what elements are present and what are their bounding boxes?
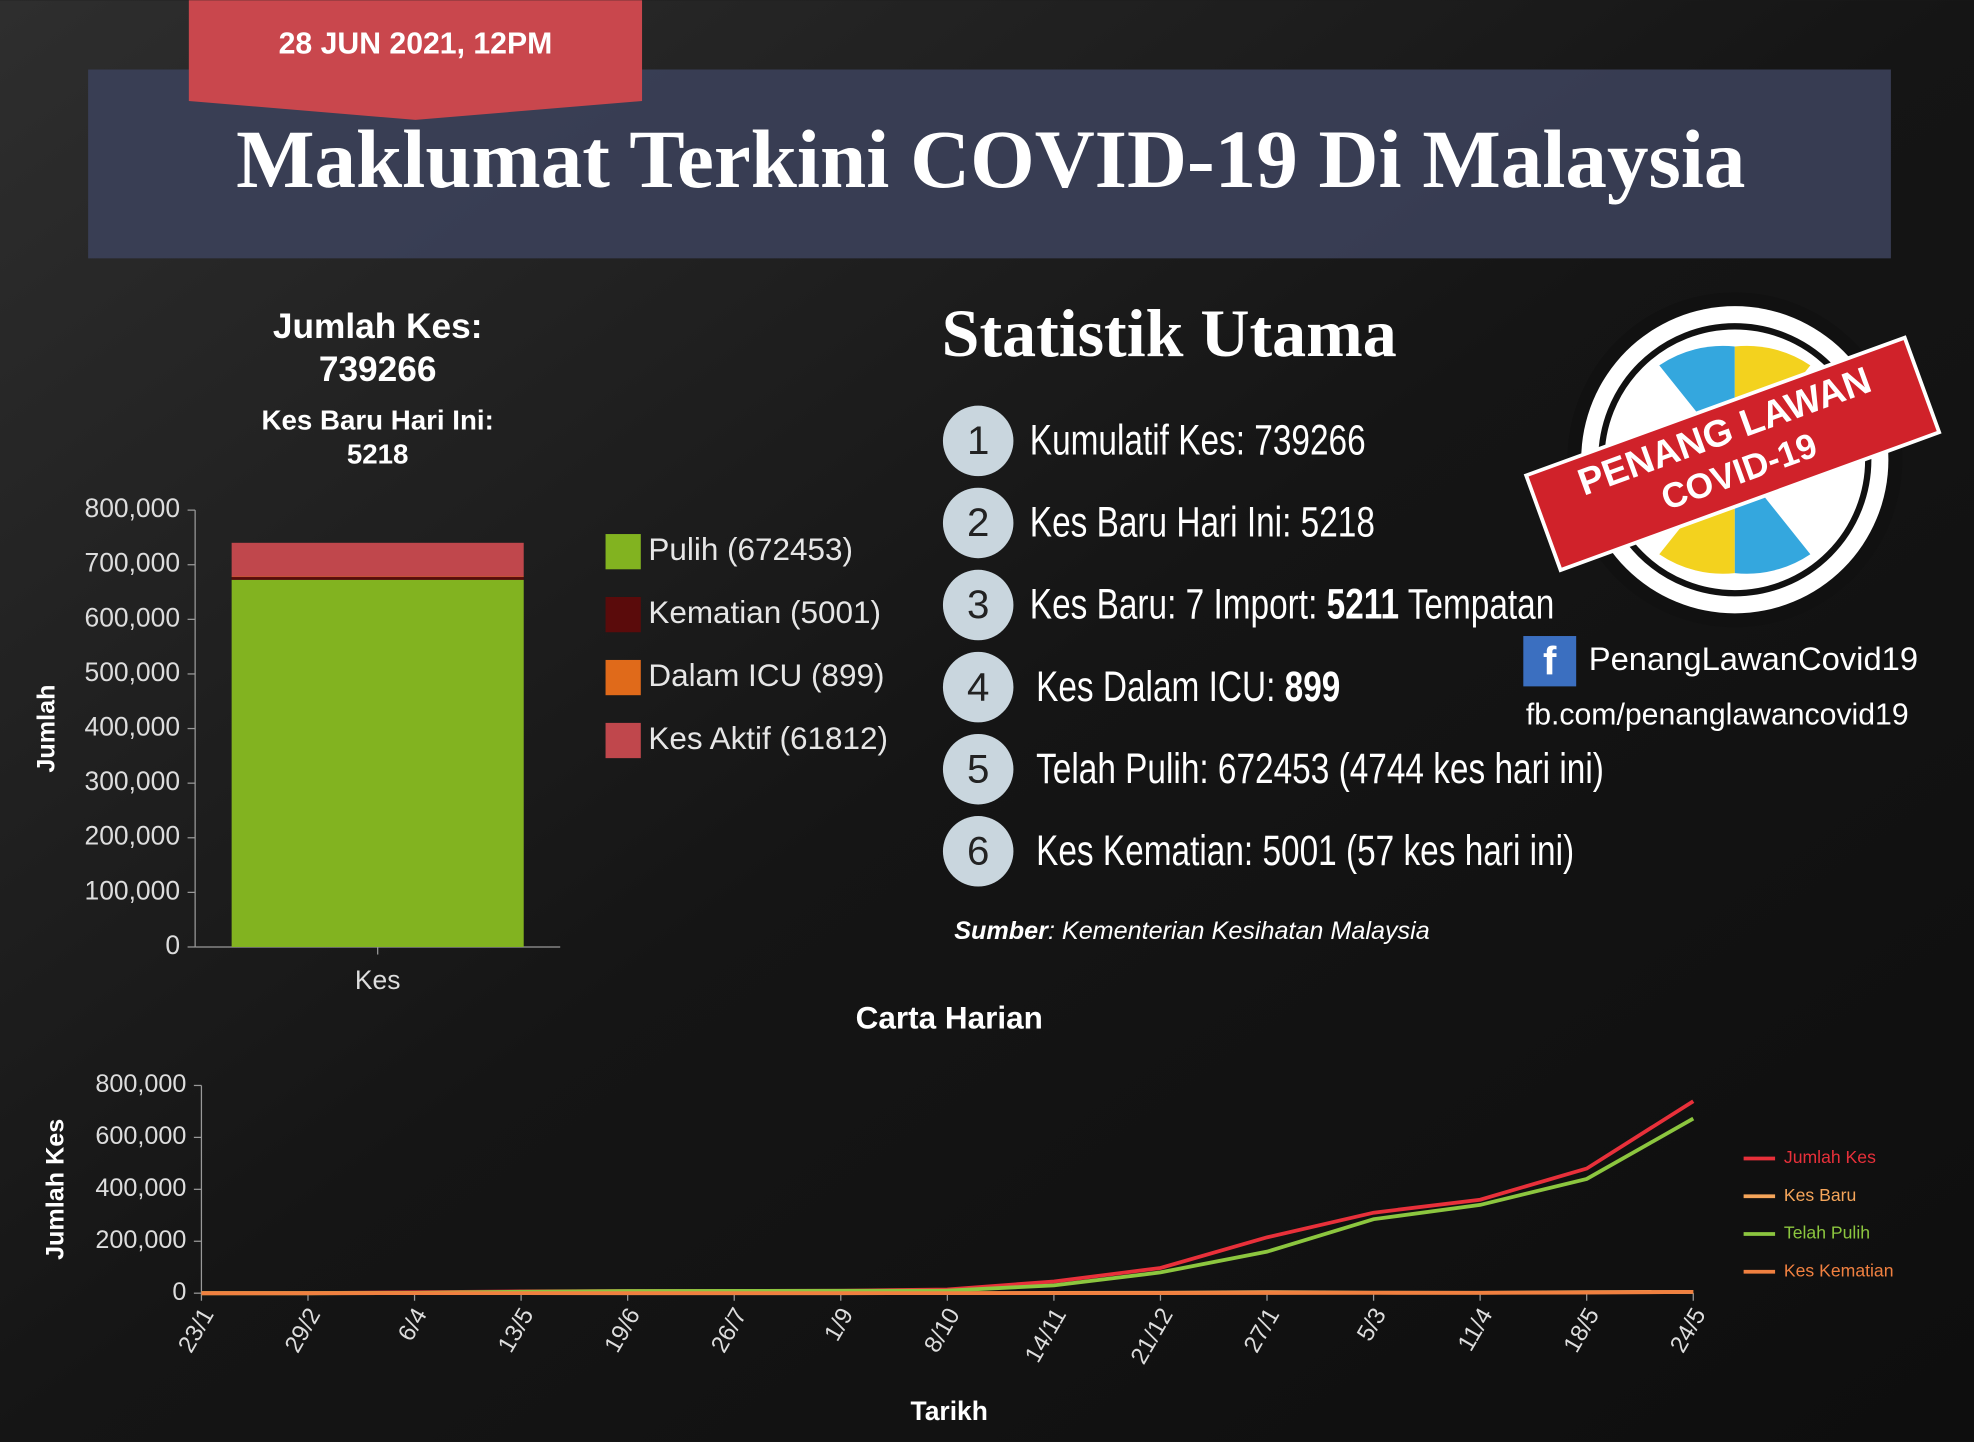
stat-text-part: Kes Dalam ICU: [1036, 663, 1285, 711]
y-axis-label: Jumlah Kes [41, 1119, 69, 1260]
fb-page: PenangLawanCovid19 [1589, 640, 1918, 677]
y-tick-label: 200,000 [85, 821, 181, 851]
y-tick-label: 800,000 [85, 493, 181, 523]
legend-label: Kes Kematian [1784, 1260, 1894, 1280]
legend-swatch [605, 596, 641, 633]
stat-text: Kes Baru Hari Ini: 5218 [1030, 499, 1375, 547]
stat-number: 1 [967, 418, 989, 463]
stat-badge [942, 405, 1014, 477]
new-value: 5218 [347, 438, 409, 469]
y-tick-label: 500,000 [85, 657, 181, 687]
legend-label: Dalam ICU (899) [648, 658, 884, 693]
y-tick-label: 400,000 [95, 1174, 186, 1202]
stat-text-part: Kes Baru: 7 Import: [1030, 581, 1327, 629]
stat-badge [942, 816, 1014, 887]
y-tick-label: 300,000 [85, 766, 181, 796]
stat-number: 6 [967, 828, 989, 873]
total-label: Jumlah Kes: [273, 307, 483, 346]
fb-icon [1523, 636, 1577, 687]
stat-text-part: Kes Kematian: 5001 (57 kes hari ini) [1036, 827, 1574, 875]
stat-text-part: Kumulatif Kes: 739266 [1030, 417, 1366, 465]
legend-label: Telah Pulih [1784, 1223, 1870, 1243]
fb-icon-letter: f [1543, 638, 1557, 683]
stat-text-part: 5211 [1327, 581, 1399, 629]
total-value: 739266 [319, 350, 437, 389]
y-tick-label: 800,000 [95, 1070, 186, 1098]
stat-text-part: Tempatan [1399, 581, 1554, 629]
y-tick-label: 600,000 [85, 602, 181, 632]
legend-label: Kes Baru [1784, 1185, 1856, 1205]
legend-swatch [605, 659, 641, 696]
stat-text-part: Kes Baru Hari Ini: 5218 [1030, 499, 1375, 547]
x-tick-label: Kes [355, 965, 401, 995]
stat-text: Kes Kematian: 5001 (57 kes hari ini) [1036, 827, 1574, 875]
bar-segment [231, 542, 524, 577]
stat-number: 2 [967, 500, 989, 545]
y-axis-label: Jumlah [32, 685, 60, 773]
bar-segment [231, 577, 524, 580]
date: 28 JUN 2021, 12PM [279, 28, 553, 61]
y-tick-label: 600,000 [95, 1122, 186, 1150]
stat-badge [942, 569, 1014, 641]
source-text: : Kementerian Kesihatan Malaysia [1048, 917, 1430, 945]
legend-label: Kematian (5001) [648, 595, 881, 630]
series-line [201, 1289, 1694, 1296]
date-tab [188, 0, 643, 120]
stat-text-part: Telah Pulih: 672453 (4744 kes hari ini) [1036, 745, 1604, 793]
stats-title: Statistik Utama [942, 295, 1397, 371]
stat-badge [942, 651, 1014, 723]
title: Maklumat Terkini COVID-19 Di Malaysia [236, 113, 1745, 205]
stat-badge [942, 733, 1014, 805]
chart-title: Carta Harian [856, 1000, 1043, 1035]
stat-number: 5 [967, 746, 989, 791]
stat-text: Kes Baru: 7 Import: 5211 Tempatan [1030, 581, 1555, 629]
source: Sumber: Kementerian Kesihatan Malaysia [954, 917, 1429, 945]
y-tick-label: 100,000 [85, 875, 181, 905]
logo: PENANG LAWAN COVID-19 [1523, 292, 1942, 628]
source-label: Sumber [954, 917, 1049, 945]
y-tick-label: 0 [172, 1278, 186, 1306]
legend-label: Kes Aktif (61812) [648, 721, 888, 756]
legend-label: Jumlah Kes [1784, 1147, 1876, 1167]
y-tick-label: 400,000 [85, 712, 181, 742]
logo-banner [1523, 335, 1942, 573]
y-tick-label: 0 [165, 930, 180, 960]
stat-text: Kumulatif Kes: 739266 [1030, 417, 1366, 465]
new-label: Kes Baru Hari Ini: [262, 404, 494, 435]
legend-swatch [605, 534, 641, 570]
x-axis-label: Tarikh [911, 1396, 988, 1426]
stat-text: Telah Pulih: 672453 (4744 kes hari ini) [1036, 745, 1604, 793]
legend-label: Pulih (672453) [648, 532, 853, 567]
stat-text-part: 899 [1285, 663, 1341, 711]
stat-number: 3 [967, 582, 989, 627]
stat-number: 4 [967, 664, 989, 709]
y-tick-label: 200,000 [95, 1226, 186, 1254]
y-tick-label: 700,000 [85, 548, 181, 578]
legend-swatch [605, 722, 641, 759]
stat-text: Kes Dalam ICU: 899 [1036, 663, 1340, 711]
stat-badge [942, 487, 1014, 559]
fb-url: fb.com/penanglawancovid19 [1526, 699, 1909, 732]
bar-segment [231, 579, 524, 947]
